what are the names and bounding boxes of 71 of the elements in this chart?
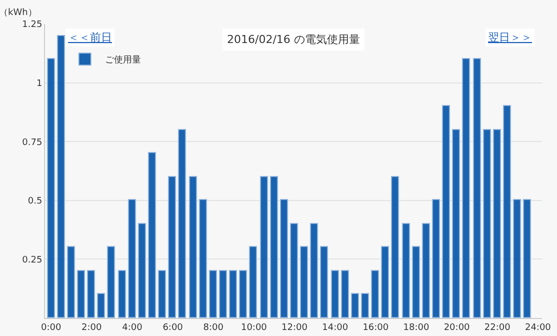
bar — [452, 129, 460, 318]
bar — [422, 223, 430, 318]
bar — [371, 270, 379, 318]
x-tick-label: 0:00 — [40, 322, 62, 333]
x-tick-label: 10:00 — [240, 322, 268, 333]
bar — [361, 293, 369, 318]
bar — [412, 246, 420, 318]
bar — [391, 176, 399, 318]
bar — [523, 199, 531, 318]
bar — [483, 129, 491, 318]
x-tick-label: 2:00 — [82, 322, 102, 333]
x-tick-label: 6:00 — [162, 322, 184, 333]
x-tick-label: 4:00 — [122, 322, 143, 333]
bar — [432, 199, 440, 318]
x-tick-label: 20:00 — [444, 322, 470, 333]
bar — [473, 58, 481, 318]
annotation: 翌日＞＞ — [488, 31, 532, 44]
text: 2016/02/16 の電気使用量 — [227, 33, 360, 46]
x-tick-label: 24:00 — [524, 322, 552, 333]
bar — [138, 223, 146, 318]
bar — [381, 246, 389, 318]
bar — [128, 199, 136, 318]
x-tick-label: 14:00 — [322, 322, 348, 333]
bar — [310, 223, 318, 318]
bar — [209, 270, 217, 318]
annotation: ＜＜前日 — [68, 31, 112, 44]
legend-label: ご使用量 — [104, 54, 141, 66]
bar — [219, 270, 227, 318]
bar — [199, 199, 207, 318]
x-tick-label: 16:00 — [362, 322, 389, 333]
bar — [260, 176, 268, 318]
bar — [290, 223, 298, 318]
bar — [97, 293, 105, 318]
bar — [189, 176, 197, 318]
bar — [300, 246, 308, 318]
bar — [503, 105, 511, 318]
y-tick-label: 0.5 — [28, 196, 42, 207]
bar — [341, 270, 349, 318]
y-axis-title: （kWh） — [0, 8, 37, 18]
x-tick-label: 8:00 — [203, 322, 224, 333]
bar — [47, 58, 55, 318]
bar — [87, 270, 95, 318]
bar — [270, 176, 278, 318]
bar — [493, 129, 501, 318]
y-tick-label: 1 — [36, 78, 42, 89]
bar — [57, 35, 65, 318]
y-tick-label: 1.25 — [22, 20, 42, 30]
x-tick-label: 22:00 — [484, 322, 511, 333]
bar — [462, 58, 470, 318]
bar — [513, 199, 521, 318]
y-tick-label: 0.25 — [22, 255, 42, 266]
bar — [118, 270, 126, 318]
bar — [178, 129, 186, 318]
bar — [158, 270, 166, 318]
bar — [402, 223, 410, 318]
bar — [107, 246, 115, 318]
y-tick-label: 0.75 — [22, 138, 42, 148]
bar — [239, 270, 247, 318]
bar — [331, 270, 339, 318]
bar — [442, 105, 450, 318]
bar — [351, 293, 359, 318]
bar — [67, 246, 75, 318]
bar — [148, 152, 156, 318]
x-tick-label: 18:00 — [403, 322, 430, 333]
bar — [77, 270, 85, 318]
bar — [249, 246, 257, 318]
bar — [168, 176, 176, 318]
bar — [229, 270, 237, 318]
bar — [280, 199, 288, 318]
bar — [320, 246, 328, 318]
x-tick-label: 12:00 — [282, 322, 308, 333]
